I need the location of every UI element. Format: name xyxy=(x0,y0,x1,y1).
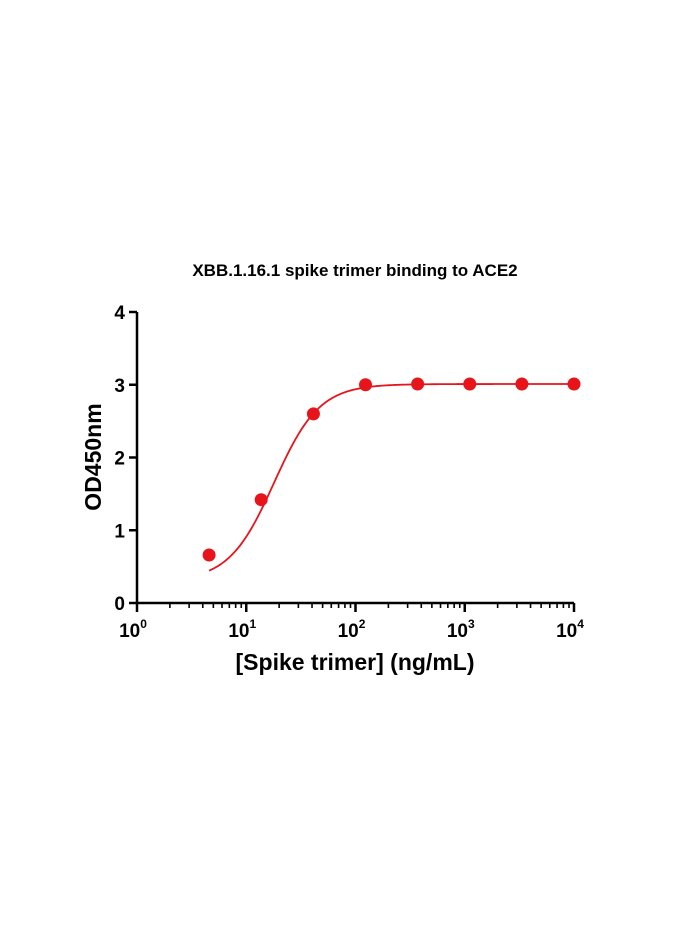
data-point xyxy=(359,378,373,392)
x-tick-base: 10 xyxy=(228,621,249,642)
x-ticks: 100 101 102 103 104 xyxy=(119,603,584,642)
data-point xyxy=(254,493,268,507)
chart-title: XBB.1.16.1 spike trimer binding to ACE2 xyxy=(192,261,517,280)
x-tick-exponent: 0 xyxy=(140,617,147,631)
x-tick-base: 10 xyxy=(119,621,140,642)
y-ticks: 0 1 2 3 4 xyxy=(114,303,137,615)
x-tick-base: 10 xyxy=(556,621,577,642)
x-tick-exponent: 3 xyxy=(468,617,475,631)
y-tick-label: 4 xyxy=(114,303,125,324)
x-tick-label: 102 xyxy=(338,617,366,642)
y-tick-label: 1 xyxy=(114,521,125,542)
x-tick-label: 103 xyxy=(447,617,475,642)
x-tick-base: 10 xyxy=(338,621,359,642)
y-axis-label: OD450nm xyxy=(80,403,106,510)
x-tick-label: 100 xyxy=(119,617,147,642)
data-point xyxy=(411,377,425,391)
x-axis-label: [Spike trimer] (ng/mL) xyxy=(236,649,475,675)
data-point xyxy=(202,548,216,562)
data-point xyxy=(306,407,320,421)
x-tick-label: 104 xyxy=(556,617,584,642)
x-tick-exponent: 4 xyxy=(577,617,584,631)
fit-curve xyxy=(208,383,574,572)
data-point xyxy=(463,377,477,391)
data-points xyxy=(202,377,581,562)
x-tick-exponent: 2 xyxy=(359,617,366,631)
x-tick-base: 10 xyxy=(447,621,468,642)
x-tick-label: 101 xyxy=(228,617,256,642)
y-tick-label: 2 xyxy=(114,449,125,470)
y-tick-label: 3 xyxy=(114,376,125,397)
data-point xyxy=(515,377,529,391)
data-point xyxy=(567,377,581,391)
y-tick-label: 0 xyxy=(114,594,125,615)
x-tick-exponent: 1 xyxy=(249,617,256,631)
